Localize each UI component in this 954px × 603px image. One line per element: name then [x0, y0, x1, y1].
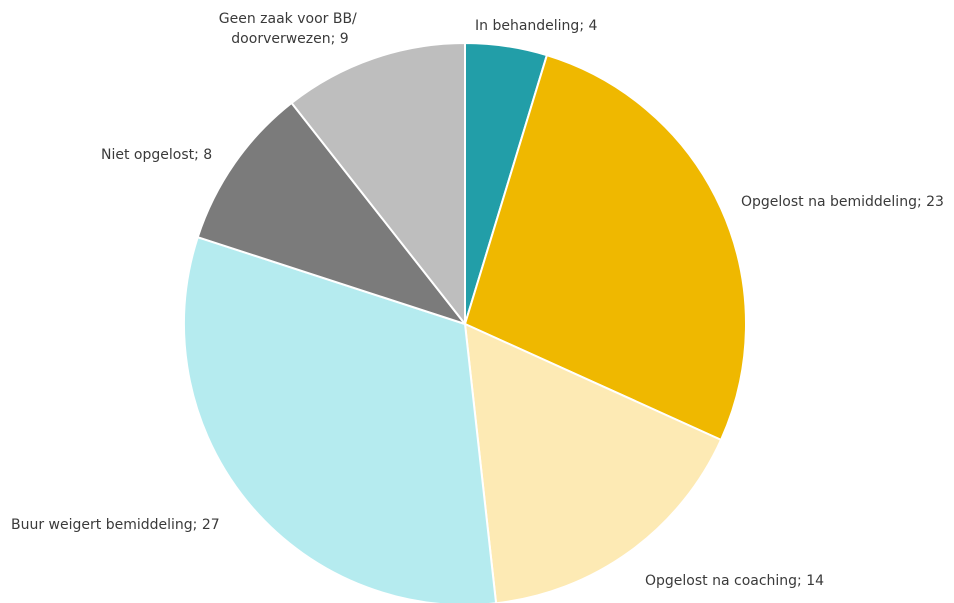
- slice-label-geen-zaak-voor-bb: Geen zaak voor BB/ doorverwezen; 9: [219, 11, 361, 47]
- slice-label-in-behandeling: In behandeling; 4: [475, 18, 597, 34]
- pie-slice-opgelost-na-coaching: [464, 323, 722, 603]
- pie-slices: [183, 42, 747, 603]
- slice-label-niet-opgelost: Niet opgelost; 8: [101, 147, 212, 163]
- pie-labels: In behandeling; 4 Opgelost na bemiddelin…: [11, 11, 944, 589]
- slice-label-opgelost-na-coaching: Opgelost na coaching; 14: [645, 573, 824, 589]
- pie-slice-buur-weigert-bemiddeling: [183, 236, 498, 603]
- pie-slice-niet-opgelost: [196, 101, 466, 325]
- slice-label-opgelost-na-bemiddeling: Opgelost na bemiddeling; 23: [741, 194, 944, 210]
- pie-slice-geen-zaak-voor-bb-doorverwezen: [290, 42, 466, 325]
- pie-slice-opgelost-na-bemiddeling: [464, 54, 747, 441]
- slice-label-buur-weigert-bemiddeling: Buur weigert bemiddeling; 27: [11, 517, 220, 533]
